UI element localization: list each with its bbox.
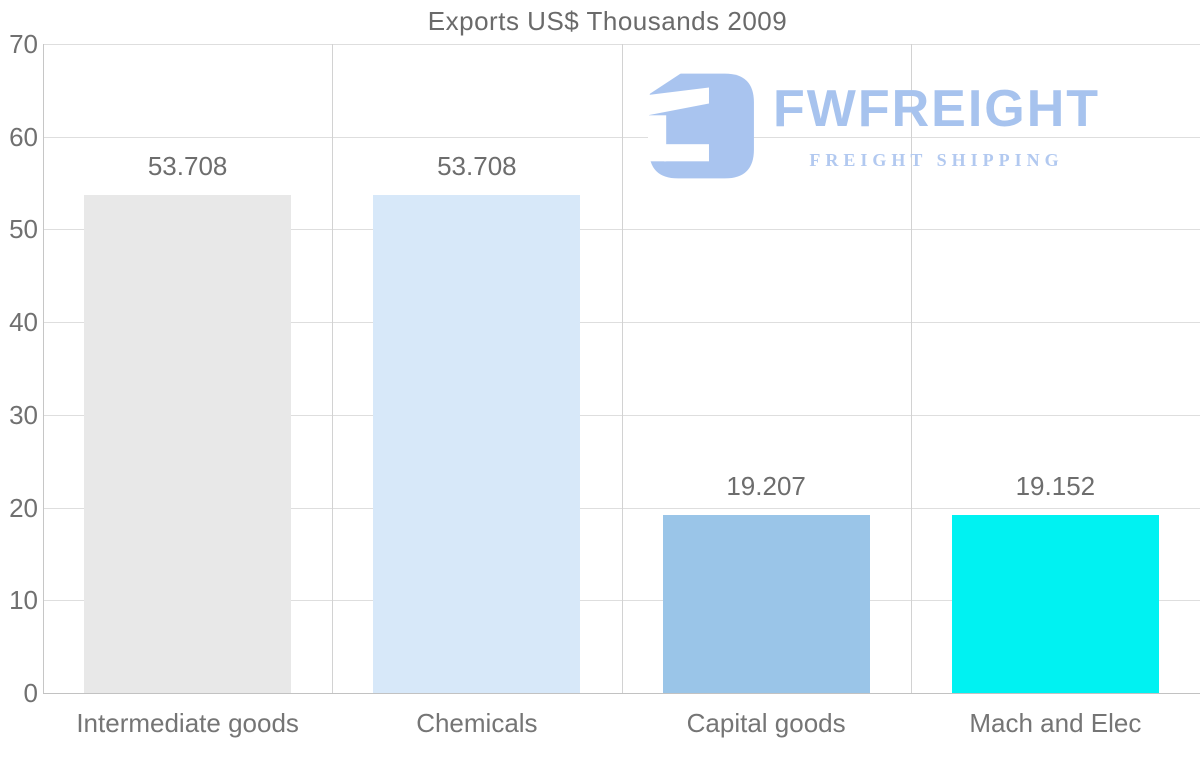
y-tick-label: 40 <box>9 307 38 338</box>
y-tick-label: 0 <box>23 678 38 708</box>
y-tick-label: 30 <box>9 399 38 430</box>
y-tick-label: 10 <box>9 585 38 616</box>
bar-value-label: 19.207 <box>726 470 806 501</box>
bar-value-label: 53.708 <box>437 151 517 182</box>
gridline-vertical <box>332 44 334 693</box>
gridline-vertical <box>621 44 623 693</box>
chart-title: Exports US$ Thousands 2009 <box>427 6 788 36</box>
bar-chemicals <box>373 195 581 693</box>
x-tick-label: Mach and Elec <box>969 708 1142 738</box>
bar-capital-goods <box>662 514 870 693</box>
x-tick-label: Intermediate goods <box>76 708 299 738</box>
y-tick-label: 60 <box>9 121 38 152</box>
plot-area <box>43 44 1200 694</box>
gridline-horizontal <box>43 693 1200 694</box>
y-axis-line <box>43 44 44 693</box>
y-tick-label: 20 <box>9 492 38 523</box>
bar-value-label: 19.152 <box>1015 471 1096 502</box>
bar-value-label: 53.708 <box>147 151 228 182</box>
x-tick-label: Chemicals <box>416 708 538 738</box>
bar-mach-and-elec <box>951 515 1159 693</box>
y-tick-label: 50 <box>9 214 38 245</box>
gridline-vertical <box>910 44 912 693</box>
y-tick-label: 70 <box>9 29 38 59</box>
bar-intermediate-goods <box>84 195 292 693</box>
x-tick-label: Capital goods <box>686 708 846 738</box>
